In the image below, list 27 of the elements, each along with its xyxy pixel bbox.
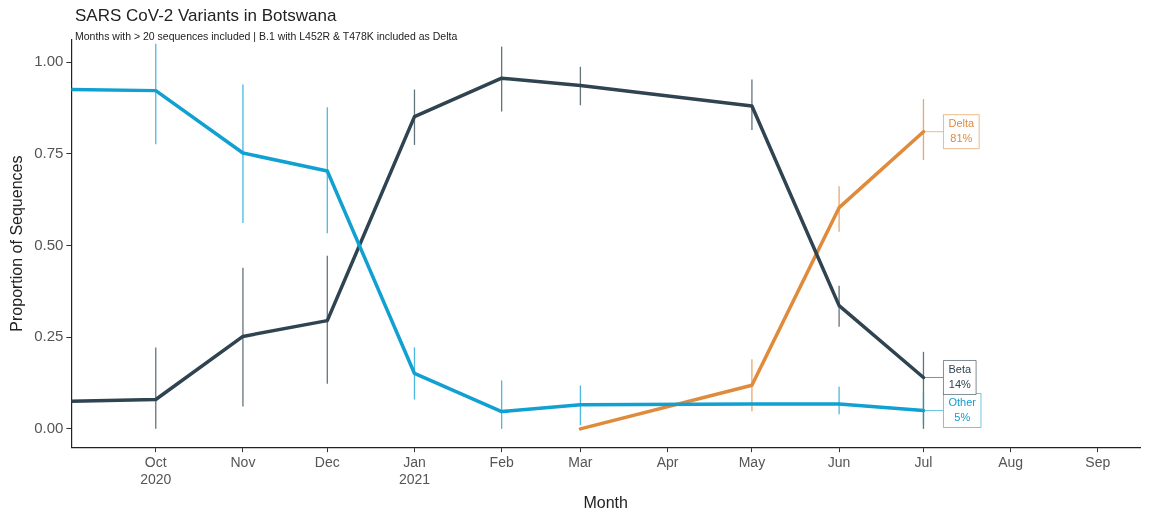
x-tick-label: Apr <box>656 454 679 471</box>
text: Beta <box>948 363 972 376</box>
x-tick-label: Aug <box>998 454 1024 471</box>
y-tick-label: 0.25 <box>34 327 64 345</box>
x-tick-label: Dec <box>314 454 340 471</box>
y-tick-label: 0.75 <box>34 143 64 161</box>
x-axis-title: Month <box>583 493 628 511</box>
x-tick-label: Jun <box>827 454 851 471</box>
text: Other <box>948 396 977 409</box>
x-tick-label: Jan 2021 <box>398 454 431 488</box>
x-tick-label: May <box>738 454 766 471</box>
x-tick-label: Feb <box>489 454 514 471</box>
data-label: 81% <box>950 132 973 145</box>
chart-subtitle: Months with > 20 sequences included | B.1 with L452R & T478K included as Delta <box>75 30 458 42</box>
y-tick-label: 0.50 <box>34 235 64 253</box>
data-label: 5% <box>954 411 971 424</box>
y-axis-title: Proportion of Sequences <box>8 155 26 332</box>
x-tick-label: Oct 2020 <box>140 454 172 488</box>
x-tick-label: Nov <box>230 454 256 471</box>
chart-title: SARS CoV-2 Variants in Botswana <box>75 6 337 26</box>
data-label: 14% <box>948 378 971 391</box>
y-tick-label: 1.00 <box>34 52 64 70</box>
x-tick-label: Jul <box>914 454 933 471</box>
y-tick-label: 0.00 <box>34 419 64 436</box>
x-tick-label: Sep <box>1085 454 1111 471</box>
x-tick-label: Mar <box>568 454 593 471</box>
text: Delta <box>948 117 976 130</box>
